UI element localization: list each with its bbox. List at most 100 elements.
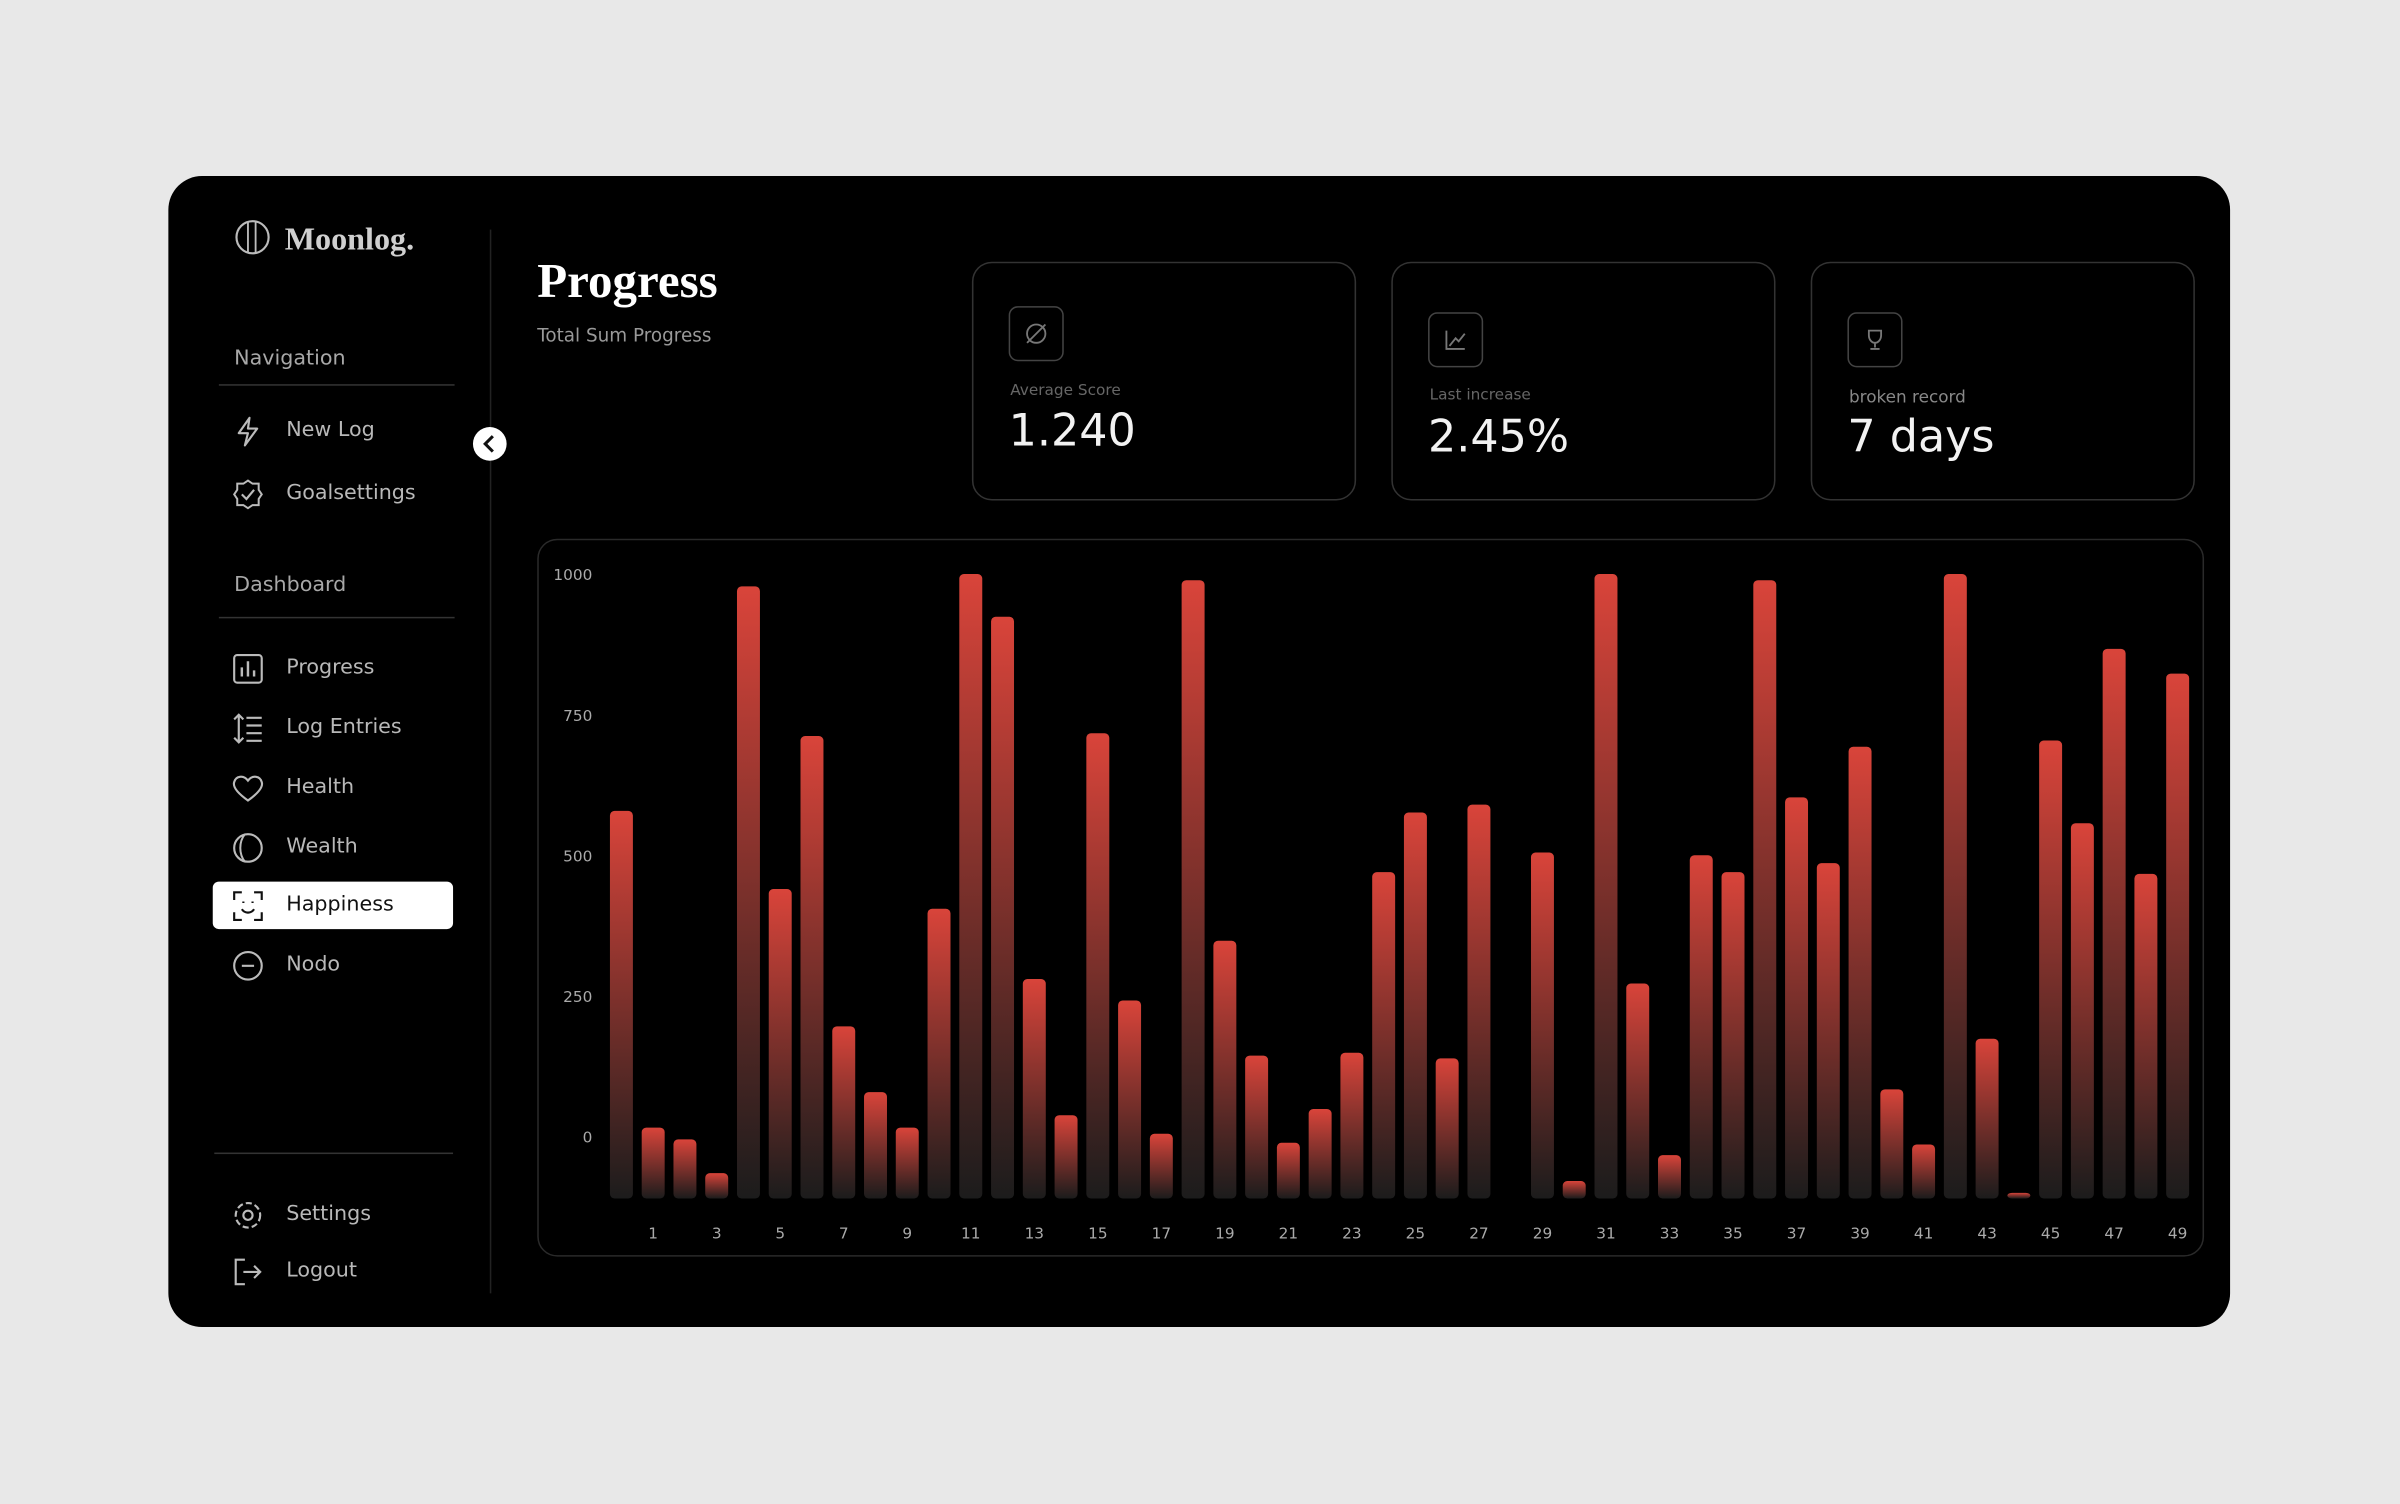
- chart-panel: 0 250 500 750 1000 1 3 5 7 9 11 13 15 17 19 21 23 25 27 29 3…: [537, 538, 2205, 1257]
- stat-value: 7 days: [1847, 410, 1995, 463]
- nav-item[interactable]: New Log: [213, 407, 453, 454]
- bar: [1785, 797, 1809, 1199]
- bar: [959, 574, 983, 1199]
- x-tick-label: 15: [1088, 1224, 1107, 1242]
- bar: [1562, 1181, 1586, 1199]
- nav-item[interactable]: Health: [213, 764, 453, 811]
- bar: [2166, 673, 2190, 1199]
- bar: [2039, 740, 2063, 1199]
- stat-card: broken record 7 days: [1810, 261, 2195, 501]
- nav-item[interactable]: Log Entries: [213, 704, 453, 751]
- x-tick-label: 17: [1152, 1224, 1171, 1242]
- bar: [2007, 1192, 2031, 1199]
- x-tick-label: 1: [648, 1224, 658, 1242]
- bar: [1594, 574, 1618, 1199]
- y-tick-label: 750: [563, 707, 592, 725]
- bar: [1372, 872, 1396, 1199]
- y-tick-label: 500: [563, 847, 592, 865]
- bar: [768, 889, 792, 1199]
- stat-label: Average Score: [1010, 382, 1121, 400]
- collapse-button[interactable]: [471, 427, 508, 464]
- bar: [832, 1026, 856, 1199]
- bar: [864, 1092, 887, 1199]
- section-title: Navigation: [234, 345, 346, 371]
- bar: [1658, 1155, 1681, 1199]
- bar: [927, 908, 951, 1199]
- x-tick-label: 35: [1723, 1224, 1742, 1242]
- bar: [1213, 940, 1237, 1199]
- x-tick-label: 49: [2168, 1224, 2187, 1242]
- x-tick-label: 23: [1342, 1224, 1361, 1242]
- bar: [1181, 580, 1205, 1199]
- nav-label: Nodo: [286, 952, 341, 977]
- stat-card: Average Score 1.240: [971, 261, 1357, 501]
- bar: [1943, 574, 1967, 1199]
- bar: [1912, 1144, 1936, 1199]
- nav-item[interactable]: Progress: [213, 644, 453, 691]
- page-subtitle: Total Sum Progress: [537, 324, 712, 346]
- y-tick-label: 1000: [553, 566, 592, 584]
- bar: [1435, 1058, 1459, 1199]
- bar: [1308, 1109, 1332, 1199]
- brand: Moonlog.: [284, 220, 415, 258]
- bar: [1880, 1089, 1904, 1199]
- stat-label: Last increase: [1429, 387, 1531, 405]
- divider: [214, 1152, 454, 1155]
- bar: [991, 616, 1015, 1199]
- footer-item[interactable]: Logout: [213, 1247, 453, 1294]
- bar: [609, 810, 633, 1199]
- footer-label: Logout: [286, 1258, 357, 1283]
- logo-icon: [235, 220, 270, 255]
- bar: [1054, 1115, 1078, 1199]
- x-tick-label: 31: [1596, 1224, 1615, 1242]
- bar: [1467, 804, 1491, 1199]
- app-window: Moonlog. Navigation New Log Goalsettings…: [168, 176, 2231, 1328]
- x-tick-label: 29: [1533, 1224, 1552, 1242]
- bar: [673, 1139, 697, 1199]
- x-tick-label: 9: [902, 1224, 912, 1242]
- nav-label: Health: [286, 774, 355, 799]
- x-tick-label: 47: [2104, 1224, 2123, 1242]
- bar: [705, 1173, 729, 1199]
- nav-label: Goalsettings: [286, 480, 416, 506]
- x-tick-label: 13: [1025, 1224, 1044, 1242]
- section-title: Dashboard: [234, 572, 347, 597]
- bar: [1276, 1142, 1300, 1199]
- nav-item[interactable]: Goalsettings: [213, 470, 453, 517]
- bar: [2102, 648, 2126, 1199]
- bar: [895, 1127, 919, 1199]
- bar: [1975, 1038, 1999, 1199]
- bar: [736, 586, 760, 1199]
- bar: [1340, 1052, 1364, 1199]
- nav-item[interactable]: Nodo: [213, 941, 453, 988]
- bar: [1086, 733, 1110, 1199]
- x-tick-label: 39: [1850, 1224, 1869, 1242]
- footer-item[interactable]: Settings: [213, 1191, 453, 1238]
- bar: [641, 1127, 665, 1199]
- bar: [1118, 1000, 1142, 1199]
- x-tick-label: 21: [1279, 1224, 1298, 1242]
- x-tick-label: 33: [1660, 1224, 1679, 1242]
- x-tick-label: 19: [1215, 1224, 1234, 1242]
- nav-label: New Log: [286, 417, 375, 443]
- nav-label: Log Entries: [286, 714, 402, 740]
- y-tick-label: 0: [583, 1129, 593, 1147]
- bar: [1816, 863, 1840, 1199]
- x-tick-label: 11: [961, 1224, 980, 1242]
- bar: [1022, 979, 1046, 1199]
- bar: [800, 736, 824, 1199]
- stat-value: 1.240: [1008, 404, 1136, 457]
- bar: [1530, 852, 1554, 1199]
- nav-label: Wealth: [286, 834, 358, 859]
- nav-item[interactable]: Wealth: [213, 823, 453, 870]
- x-tick-label: 5: [775, 1224, 785, 1242]
- x-tick-label: 25: [1406, 1224, 1425, 1242]
- stat-value: 2.45%: [1428, 410, 1570, 463]
- x-tick-label: 37: [1787, 1224, 1806, 1242]
- stat-icon: [1428, 312, 1484, 368]
- x-tick-label: 41: [1914, 1224, 1933, 1242]
- bar: [2070, 823, 2094, 1199]
- nav-item[interactable]: Happiness: [212, 881, 454, 930]
